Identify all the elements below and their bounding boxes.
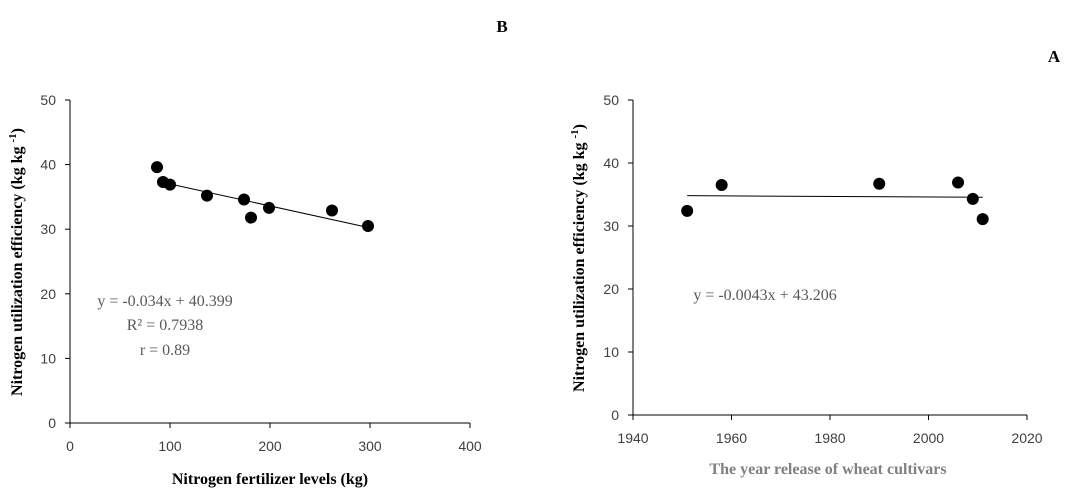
- data-point: [976, 213, 989, 226]
- panel-label-b: B: [496, 17, 507, 36]
- data-point: [873, 177, 886, 190]
- x-tick-labels: 0 100 200 300 400: [66, 423, 482, 454]
- y-tick-labels: 0 10 20 30 40 50: [40, 92, 70, 431]
- data-point: [326, 204, 338, 217]
- data-point: [238, 193, 250, 206]
- unit-close-paren: ): [571, 124, 588, 129]
- y-axis-label: Nitrogen utilization efficiency (kg kg -…: [569, 124, 588, 392]
- x-tick-label: 100: [158, 438, 182, 454]
- equation-label: y = -0.0043x + 43.206: [693, 287, 836, 304]
- data-points: [681, 176, 989, 226]
- data-point: [164, 178, 176, 191]
- data-point: [715, 179, 728, 192]
- y-tick-label: 0: [48, 415, 56, 431]
- data-point: [151, 161, 163, 174]
- x-tick-label: 2000: [913, 430, 944, 446]
- y-tick-label: 40: [603, 155, 619, 171]
- y-tick-label: 20: [603, 281, 619, 297]
- unit-superscript: -1: [569, 129, 581, 138]
- data-point: [952, 176, 965, 189]
- x-axis-label: Nitrogen fertilizer levels (kg): [172, 471, 368, 488]
- y-tick-label: 10: [40, 350, 56, 366]
- data-point: [245, 211, 257, 224]
- data-point: [201, 189, 213, 202]
- x-tick-label: 400: [458, 438, 482, 454]
- chart-panel-b: B 0 10 20 30 40 50 0 100 200 300 400 Nitrogen uti…: [7, 17, 508, 488]
- y-axis-label: Nitrogen utilization efficiency (kg kg -…: [7, 128, 26, 396]
- equation-label: y = -0.034x + 40.399: [97, 293, 232, 310]
- x-tick-label: 300: [358, 438, 382, 454]
- trendline: [156, 180, 371, 229]
- y-tick-labels: 0 10 20 30 40 50: [603, 92, 633, 423]
- panel-label-a: A: [1048, 47, 1061, 66]
- y-tick-label: 40: [40, 157, 56, 173]
- y-tick-label: 20: [40, 286, 56, 302]
- x-tick-labels: 1940 1960 1980 2000 2020: [617, 415, 1043, 446]
- chart-panel-a: A 0 10 20 30 40 50 1940 1960 1980 2000 2020 Nitro…: [569, 47, 1061, 478]
- y-tick-label: 50: [40, 92, 56, 108]
- data-point: [966, 192, 979, 205]
- r-squared-label: R² = 0.7938: [127, 317, 204, 334]
- data-point: [263, 201, 275, 214]
- x-tick-label: 0: [66, 438, 74, 454]
- data-points: [151, 161, 374, 232]
- x-tick-label: 1980: [814, 430, 845, 446]
- y-tick-label: 0: [611, 407, 619, 423]
- trendline: [687, 195, 983, 198]
- x-tick-label: 200: [258, 438, 282, 454]
- y-tick-label: 30: [603, 218, 619, 234]
- x-tick-label: 1940: [617, 430, 648, 446]
- data-point: [362, 219, 374, 232]
- x-axis-label: The year release of wheat cultivars: [709, 461, 946, 478]
- x-tick-label: 1960: [716, 430, 747, 446]
- unit-superscript: -1: [7, 133, 19, 142]
- y-tick-label: 10: [603, 344, 619, 360]
- unit-close-paren: ): [9, 128, 26, 133]
- data-point: [681, 204, 694, 217]
- y-tick-label: 30: [40, 221, 56, 237]
- x-tick-label: 2020: [1011, 430, 1042, 446]
- y-tick-label: 50: [603, 92, 619, 108]
- r-value-label: r = 0.89: [140, 342, 190, 359]
